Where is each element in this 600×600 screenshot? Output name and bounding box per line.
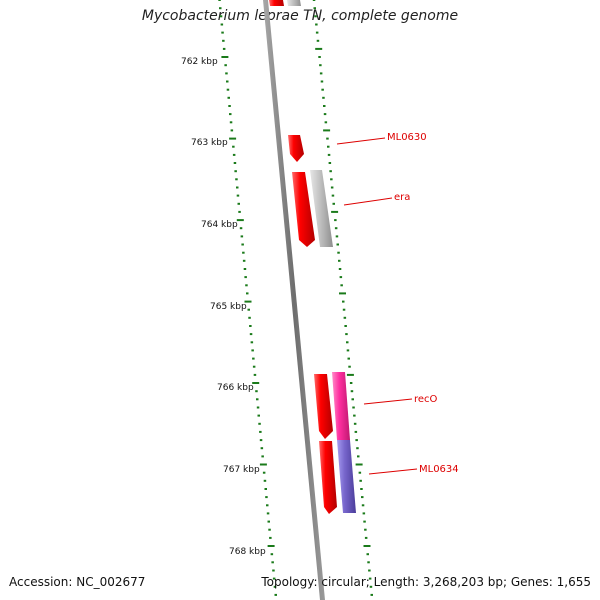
genome-summary-text: Topology: circular; Length: 3,268,203 bp… xyxy=(261,575,591,589)
inner-tick-track xyxy=(218,0,277,596)
leader-line-era xyxy=(343,197,393,206)
gene-label-recO[interactable]: recO xyxy=(414,394,438,405)
scale-label-762: 762 kbp xyxy=(181,57,218,67)
gene-recO[interactable] xyxy=(332,372,350,440)
gene-red-766a[interactable] xyxy=(314,374,333,439)
scale-label-767: 767 kbp xyxy=(223,465,260,475)
map-title: Mycobacterium leprae TN, complete genome xyxy=(141,8,459,24)
gene-ML0634[interactable] xyxy=(337,440,356,513)
gene-label-ML0630[interactable]: ML0630 xyxy=(387,132,427,143)
gene-partial-top-gray[interactable] xyxy=(287,0,301,6)
scale-label-763: 763 kbp xyxy=(191,138,228,148)
leader-line-recO xyxy=(363,398,413,405)
gene-label-ML0634[interactable]: ML0634 xyxy=(419,464,459,475)
accession-text: Accession: NC_002677 xyxy=(9,575,146,589)
gene-red-764[interactable] xyxy=(292,172,315,247)
scale-label-766: 766 kbp xyxy=(217,383,254,393)
scale-labels: 762 kbp 763 kbp 764 kbp 765 kbp 766 kbp … xyxy=(181,57,266,557)
genome-backbone xyxy=(263,0,325,600)
outer-tick-track xyxy=(312,0,373,596)
gene-label-era[interactable]: era xyxy=(394,192,410,203)
gene-era[interactable] xyxy=(310,170,333,247)
scale-label-768: 768 kbp xyxy=(229,547,266,557)
gene-red-766b[interactable] xyxy=(319,441,337,514)
leader-line-ML0634 xyxy=(368,468,418,475)
scale-label-765: 765 kbp xyxy=(210,302,247,312)
leader-line-ML0630 xyxy=(336,137,386,145)
scale-label-764: 764 kbp xyxy=(201,220,238,230)
gene-label-group: ML0630 era recO ML0634 xyxy=(336,132,459,475)
gene-ML0630[interactable] xyxy=(288,135,304,162)
gene-partial-top-red[interactable] xyxy=(269,0,284,6)
gene-features xyxy=(288,135,356,514)
